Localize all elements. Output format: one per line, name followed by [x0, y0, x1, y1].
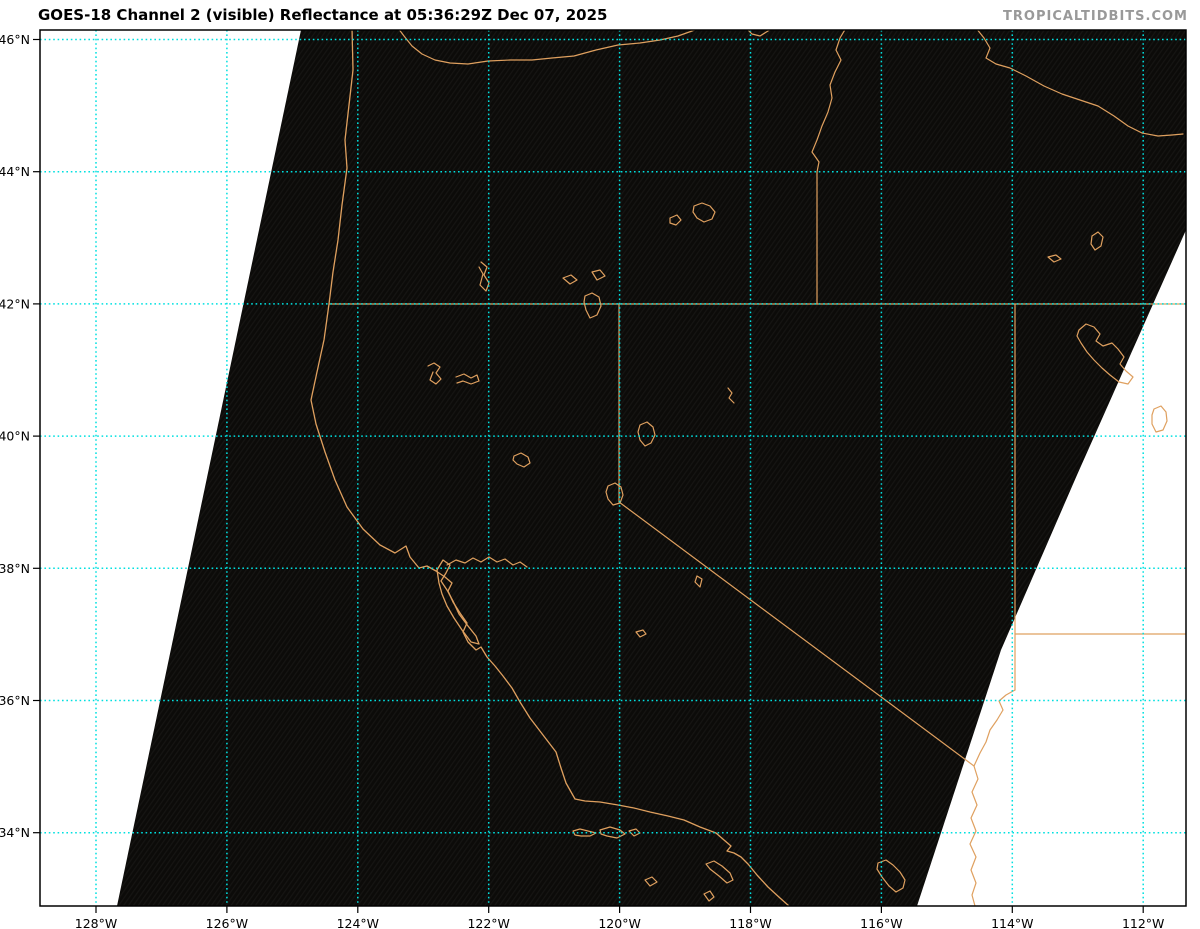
satellite-swath-dark-region	[117, 30, 1186, 906]
lon-tick-label: 118°W	[729, 916, 771, 929]
lon-tick-label: 122°W	[467, 916, 509, 929]
border-ca-nv-diagonal	[618, 501, 975, 767]
lat-tick-label: 34°N	[0, 825, 30, 840]
pyramid-lake	[637, 421, 656, 447]
lon-tick-label: 112°W	[1122, 916, 1164, 929]
lon-tick-label: 126°W	[206, 916, 248, 929]
malheur-lake	[692, 202, 716, 223]
tule-lake	[591, 269, 606, 281]
lon-tick-label: 124°W	[337, 916, 379, 929]
salton-sea	[876, 859, 906, 893]
san-francisco-bay	[436, 559, 480, 645]
harney-lake	[669, 214, 682, 226]
lon-tick-label: 116°W	[860, 916, 902, 929]
upper-klamath-lake	[478, 261, 490, 292]
mono-lake	[635, 629, 647, 638]
axis-labels-layer: 46°N 44°N 42°N 40°N 38°N 36°N 34°N 128°W 126°W 12…	[0, 32, 1164, 929]
lat-tick-label: 42°N	[0, 296, 30, 311]
pacific-coastline	[310, 30, 790, 906]
small-lake-ut	[1047, 254, 1062, 263]
santa-barbara-island	[644, 876, 658, 887]
columbia-river-east	[747, 30, 771, 37]
utah-lake	[1151, 405, 1168, 433]
goose-lake	[583, 292, 602, 319]
clear-lake-reservoir	[562, 274, 578, 285]
quinn-river	[727, 387, 735, 404]
channel-island-a	[572, 828, 597, 837]
page-title: GOES-18 Channel 2 (visible) Reflectance …	[38, 6, 607, 24]
channel-island-b	[599, 826, 626, 839]
latlon-gridlines-layer	[40, 30, 1186, 906]
lat-tick-label: 36°N	[0, 693, 30, 708]
axis-ticks-layer	[33, 38, 1144, 913]
columbia-river	[398, 30, 697, 65]
lon-tick-label: 128°W	[75, 916, 117, 929]
lon-tick-label: 114°W	[991, 916, 1033, 929]
snake-river-or-id	[811, 30, 846, 184]
catalina-island	[705, 860, 734, 884]
lon-tick-label: 120°W	[598, 916, 640, 929]
walker-lake	[694, 575, 703, 588]
great-salt-lake	[1076, 323, 1134, 385]
plot-frame	[39, 29, 1187, 907]
san-clemente-island	[703, 890, 715, 902]
clear-lake-ca	[427, 362, 442, 385]
sacramento-delta	[446, 556, 528, 568]
honey-lake	[512, 452, 531, 468]
lat-tick-label: 40°N	[0, 429, 30, 444]
colorado-river	[969, 689, 1016, 906]
lat-tick-label: 44°N	[0, 164, 30, 179]
lake-squiggle-ca	[455, 373, 480, 385]
lat-tick-label: 46°N	[0, 32, 30, 47]
bear-lake	[1090, 231, 1104, 251]
snake-river-idaho	[976, 30, 1184, 137]
lat-tick-label: 38°N	[0, 561, 30, 576]
watermark-tropicaltidbits: TROPICALTIDBITS.COM	[1003, 9, 1188, 24]
